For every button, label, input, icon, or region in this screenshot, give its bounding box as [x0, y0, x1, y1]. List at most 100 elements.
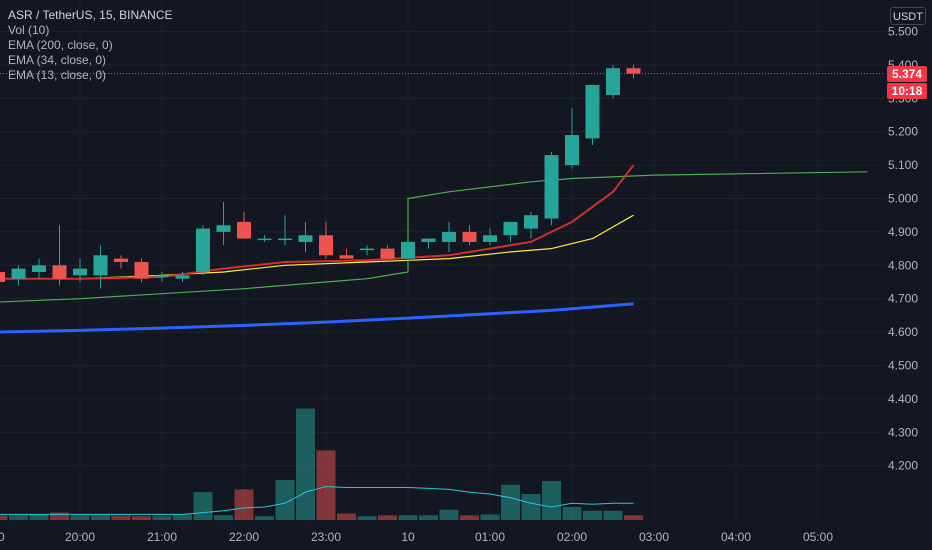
candle-body — [319, 235, 333, 256]
indicator-legend: ASR / TetherUS, 15, BINANCE Vol (10) EMA… — [8, 8, 173, 83]
price-tick-label: 4.600 — [888, 325, 918, 339]
volume-bar — [0, 515, 8, 520]
volume-bar — [419, 515, 438, 520]
candle-body — [360, 248, 374, 251]
time-tick-label: 22:00 — [229, 530, 259, 544]
time-tick-label: 01:00 — [475, 530, 505, 544]
time-tick-label: 02:00 — [557, 530, 587, 544]
price-tick-label: 4.800 — [888, 258, 918, 272]
candle-body — [278, 238, 292, 241]
legend-vol[interactable]: Vol (10) — [8, 23, 50, 37]
price-tick-label: 4.400 — [888, 392, 918, 406]
candle-body — [0, 271, 5, 282]
candle-body — [565, 135, 579, 166]
volume-bar — [337, 513, 356, 520]
candle-body — [175, 275, 190, 279]
candle-body — [462, 231, 477, 242]
volume-bar — [9, 515, 28, 520]
volume-bar — [214, 515, 233, 520]
volume-bar — [132, 516, 151, 520]
time-tick-label: 05:00 — [803, 530, 833, 544]
price-tick-label: 4.500 — [888, 359, 918, 373]
volume-ma-line — [0, 486, 634, 515]
candle-body — [401, 241, 415, 259]
price-tick-label: 4.200 — [888, 459, 918, 473]
ema200-line — [0, 302, 634, 334]
time-tick-label: 23:00 — [311, 530, 341, 544]
volume-bar — [624, 515, 643, 520]
candle-body — [483, 235, 497, 242]
currency-label[interactable]: USDT — [890, 7, 926, 25]
candle-body — [380, 248, 395, 259]
volume-bar — [521, 494, 541, 520]
volume-bar — [255, 516, 274, 520]
time-axis[interactable]: 00 20:00 21:00 22:00 23:00 10 01:00 02:00 03:00 0… — [0, 530, 833, 544]
candle-body — [134, 261, 149, 279]
candle-body — [442, 231, 456, 242]
candle-body — [257, 238, 272, 241]
price-tick-label: 5.200 — [888, 125, 918, 139]
legend-ema13[interactable]: EMA (13, close, 0) — [8, 68, 107, 82]
candle-body — [73, 268, 87, 276]
candle-body — [298, 235, 313, 242]
candle-body — [626, 68, 641, 74]
volume-bar — [357, 516, 377, 520]
volume-bar — [91, 515, 110, 520]
candle-body — [155, 275, 169, 277]
time-tick-label: 10 — [401, 530, 415, 544]
price-tick-label: 4.700 — [888, 292, 918, 306]
time-tick-label: 04:00 — [721, 530, 751, 544]
candle-body — [32, 265, 46, 272]
volume-bar — [603, 510, 623, 520]
candle-body — [339, 255, 354, 259]
candle-body — [544, 155, 559, 219]
volume-bar — [378, 515, 397, 520]
volume-bar — [501, 484, 520, 520]
volume-bar — [562, 507, 582, 520]
legend-ema34[interactable]: EMA (34, close, 0) — [8, 53, 107, 67]
volume-bar — [50, 512, 69, 520]
price-tick-label: 4.900 — [888, 225, 918, 239]
volume-bar — [296, 408, 315, 520]
volume-bar — [316, 450, 336, 520]
candle-body — [114, 258, 128, 262]
candle-body — [524, 215, 538, 229]
price-tick-label: 5.000 — [888, 192, 918, 206]
candle-body — [503, 221, 518, 236]
time-tick-label: 21:00 — [147, 530, 177, 544]
volume-bar — [439, 509, 459, 520]
volume-bar — [70, 515, 90, 520]
candle-body — [237, 221, 251, 239]
volume-bar — [460, 515, 479, 520]
price-tick-label: 4.300 — [888, 425, 918, 439]
time-tick-label: 20:00 — [65, 530, 95, 544]
candle-body — [606, 68, 620, 95]
candlesticks — [0, 64, 641, 289]
bar-countdown-label: 10:18 — [887, 82, 927, 99]
volume-bar — [29, 514, 49, 520]
candle-body — [216, 225, 231, 232]
candle-body — [196, 228, 210, 272]
time-tick-label: 03:00 — [639, 530, 669, 544]
volume-bar — [398, 515, 418, 520]
volume-bar — [480, 514, 500, 520]
green-step-line — [0, 171, 868, 303]
volume-bar — [152, 516, 172, 520]
price-tick-label: 5.500 — [888, 25, 918, 39]
candle-body — [93, 255, 108, 276]
candle-body — [585, 84, 600, 139]
volume-bar — [193, 492, 213, 520]
symbol-title[interactable]: ASR / TetherUS, 15, BINANCE — [8, 8, 173, 22]
price-axis[interactable]: 5.5005.4005.3005.2005.1005.0004.9004.800… — [888, 25, 918, 473]
volume-bar — [542, 481, 561, 520]
legend-ema200[interactable]: EMA (200, close, 0) — [8, 38, 113, 52]
candle-body — [421, 238, 436, 242]
candle-body — [52, 265, 67, 279]
last-price-label: 5.374 — [887, 65, 927, 82]
volume-bar — [583, 510, 602, 520]
volume-bar — [234, 489, 254, 520]
time-tick-label: 00 — [0, 530, 5, 544]
volume-bar — [111, 515, 131, 520]
volume-bars — [0, 408, 643, 520]
